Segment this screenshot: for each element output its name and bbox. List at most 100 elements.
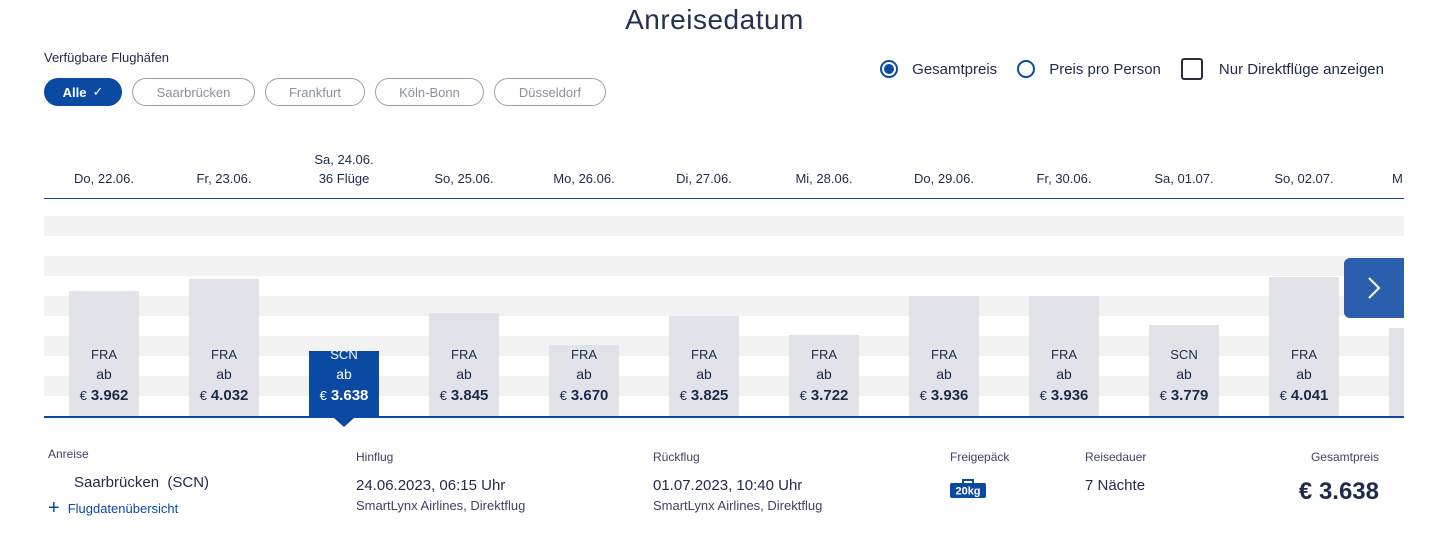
return-time: 01.07.2023, 10:40 Uhr	[653, 477, 803, 494]
airport-code: FRA	[211, 347, 237, 362]
price-label: €3.962	[69, 387, 139, 404]
airport-code: FRA	[1051, 347, 1077, 362]
price-bar-partial[interactable]	[1389, 328, 1404, 416]
price-value: 3.670	[570, 387, 609, 404]
currency-symbol: €	[1039, 388, 1047, 403]
link-label: Flugdatenübersicht	[67, 500, 179, 516]
date-tab[interactable]: So, 25.06.	[404, 140, 524, 198]
airport-code: FRA	[91, 347, 117, 362]
airport-code: FRA	[1291, 347, 1317, 362]
price-label: €3.936	[1029, 387, 1099, 404]
selection-pointer	[334, 418, 354, 427]
grid-band	[44, 216, 1404, 236]
price-prefix: ab	[456, 366, 472, 382]
date-tab[interactable]: So, 02.07.	[1244, 140, 1364, 198]
currency-symbol: €	[319, 388, 327, 403]
price-bar[interactable]: FRA ab €3.825	[669, 316, 739, 416]
date-label: So, 25.06.	[434, 171, 494, 186]
option-label: Gesamtpreis	[912, 60, 998, 78]
price-bar[interactable]: FRA ab €3.936	[909, 296, 979, 416]
chip-saarbruecken[interactable]: Saarbrücken	[132, 78, 255, 106]
price-prefix: ab	[1296, 366, 1312, 382]
price-label: €3.670	[549, 387, 619, 404]
price-label: €4.041	[1269, 387, 1339, 404]
price-bar[interactable]: FRA ab €3.670	[549, 344, 619, 416]
price-label: €3.638	[309, 387, 379, 404]
date-tab[interactable]: Di, 27.06.	[644, 140, 764, 198]
airport-code: FRA	[451, 347, 477, 362]
airport-code: SCN	[330, 347, 358, 362]
date-tab[interactable]: Fr, 30.06.	[1004, 140, 1124, 198]
baggage-weight: 20kg	[955, 486, 980, 498]
price-prefix: ab	[696, 366, 712, 382]
price-value: 3.779	[1170, 387, 1209, 404]
price-value: 4.041	[1290, 387, 1329, 404]
date-tab[interactable]: M	[1364, 140, 1404, 198]
price-bar[interactable]: SCN ab €3.638	[309, 347, 379, 416]
grid-band	[44, 256, 1404, 276]
chip-koeln-bonn[interactable]: Köln-Bonn	[375, 78, 484, 106]
date-header-row: Do, 22.06. Fr, 23.06. Sa, 24.06. 36 Flüg…	[44, 140, 1404, 199]
airport-code: FRA	[931, 347, 957, 362]
price-prefix: ab	[576, 366, 592, 382]
price-bar[interactable]: FRA ab €3.962	[69, 291, 139, 416]
chip-alle[interactable]: Alle ✓	[44, 78, 122, 106]
price-value: 3.936	[930, 387, 969, 404]
airport-code: SCN	[1170, 347, 1198, 362]
price-label: €3.845	[429, 387, 499, 404]
return-label: Rückflug	[653, 450, 700, 464]
price-bar[interactable]: FRA ab €3.936	[1029, 296, 1099, 416]
date-label: Do, 29.06.	[914, 171, 974, 186]
chip-frankfurt[interactable]: Frankfurt	[265, 78, 365, 106]
chevron-right-icon	[1368, 277, 1381, 299]
outbound-label: Hinflug	[356, 450, 394, 464]
date-label: Fr, 23.06.	[196, 171, 252, 186]
currency-symbol: €	[79, 388, 87, 403]
price-bar[interactable]: FRA ab €3.722	[789, 335, 859, 416]
page-title: Anreisedatum	[625, 4, 804, 35]
anreise-label: Anreise	[48, 447, 89, 461]
price-value: 3.936	[1050, 387, 1089, 404]
price-label: €3.779	[1149, 387, 1219, 404]
price-bar[interactable]: SCN ab €3.779	[1149, 324, 1219, 416]
date-label: Do, 22.06.	[74, 171, 134, 186]
price-bar[interactable]: FRA ab €4.032	[189, 278, 259, 416]
date-label: Sa, 24.06.	[314, 152, 374, 167]
return-airline: SmartLynx Airlines, Direktflug	[653, 498, 823, 513]
duration-value: 7 Nächte	[1085, 477, 1146, 494]
date-tab[interactable]: Sa, 01.07.	[1124, 140, 1244, 198]
baggage-icon: 20kg	[950, 478, 986, 503]
price-prefix: ab	[96, 366, 112, 382]
option-direct-only[interactable]: Nur Direktflüge anzeigen	[1180, 58, 1384, 80]
chip-duesseldorf[interactable]: Düsseldorf	[494, 78, 606, 106]
price-value: 3.845	[450, 387, 489, 404]
date-tab[interactable]: Fr, 23.06.	[164, 140, 284, 198]
price-label: €3.825	[669, 387, 739, 404]
radio-unchecked-icon[interactable]	[1017, 60, 1036, 78]
option-label: Preis pro Person	[1049, 60, 1161, 78]
price-bar[interactable]: FRA ab €3.845	[429, 312, 499, 416]
date-tab[interactable]: Mi, 28.06.	[764, 140, 884, 198]
option-per-person[interactable]: Preis pro Person	[1017, 60, 1161, 78]
date-label: Di, 27.06.	[676, 171, 732, 186]
date-tab[interactable]: Mo, 26.06.	[524, 140, 644, 198]
price-bar[interactable]: FRA ab €4.041	[1269, 276, 1339, 416]
option-total-price[interactable]: Gesamtpreis	[880, 60, 997, 78]
price-value: 3.722	[810, 387, 849, 404]
radio-checked-icon[interactable]	[880, 60, 899, 78]
next-button[interactable]	[1344, 258, 1404, 318]
checkbox-icon[interactable]	[1180, 58, 1203, 80]
date-tab[interactable]: Do, 29.06.	[884, 140, 1004, 198]
price-label: €3.722	[789, 387, 859, 404]
chip-label: Alle	[62, 84, 87, 100]
price-prefix: ab	[336, 366, 352, 382]
flight-data-link[interactable]: + Flugdatenübersicht	[48, 498, 179, 518]
price-chart: FRA ab €3.962 FRA ab €4.032 SCN ab €3.638 FRA ab €3…	[44, 198, 1404, 418]
price-options: Gesamtpreis Preis pro Person Nur Direktf…	[860, 58, 1384, 80]
airports-label: Verfügbare Flughäfen	[44, 50, 170, 65]
date-tab[interactable]: Do, 22.06.	[44, 140, 164, 198]
date-label: Sa, 01.07.	[1154, 171, 1214, 186]
price-prefix: ab	[1176, 366, 1192, 382]
date-tab-selected[interactable]: Sa, 24.06. 36 Flüge	[284, 140, 404, 198]
option-label: Nur Direktflüge anzeigen	[1218, 60, 1384, 78]
